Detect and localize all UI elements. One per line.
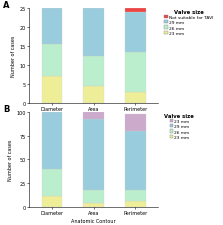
Bar xyxy=(83,119,104,190)
Bar xyxy=(41,169,62,196)
Bar xyxy=(83,56,104,86)
Text: B: B xyxy=(3,105,10,114)
Text: A: A xyxy=(3,1,10,10)
Bar xyxy=(41,45,62,77)
Bar xyxy=(125,131,146,190)
Bar xyxy=(83,190,104,203)
X-axis label: Edwards Sapien XT: Edwards Sapien XT xyxy=(70,115,117,120)
Bar xyxy=(125,52,146,92)
Bar xyxy=(83,86,104,104)
Bar xyxy=(125,92,146,104)
Bar xyxy=(41,77,62,104)
Bar xyxy=(41,112,62,169)
Bar xyxy=(83,9,104,56)
Bar xyxy=(125,13,146,52)
Bar xyxy=(83,203,104,207)
Bar xyxy=(125,114,146,131)
Bar xyxy=(41,196,62,207)
X-axis label: Anatomic Contour: Anatomic Contour xyxy=(71,218,116,223)
Y-axis label: Number of cases: Number of cases xyxy=(8,139,13,180)
Legend: Not suitable for TAVI, 29 mm, 26 mm, 23 mm: Not suitable for TAVI, 29 mm, 26 mm, 23 … xyxy=(163,9,214,36)
Bar xyxy=(125,190,146,201)
Bar xyxy=(125,9,146,13)
Y-axis label: Number of cases: Number of cases xyxy=(12,36,17,77)
Bar xyxy=(41,9,62,45)
Legend: 23 mm, 29 mm, 26 mm, 23 mm: 23 mm, 29 mm, 26 mm, 23 mm xyxy=(163,112,195,140)
Bar xyxy=(125,201,146,207)
Bar xyxy=(83,112,104,119)
